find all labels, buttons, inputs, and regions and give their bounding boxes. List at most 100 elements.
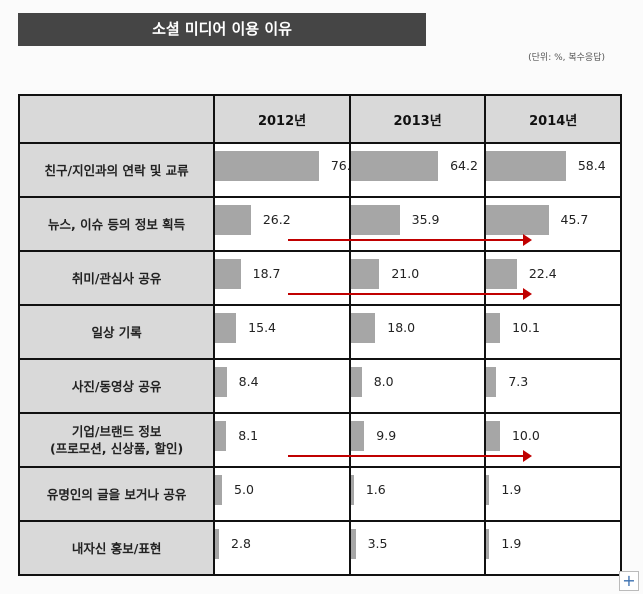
bar <box>215 367 227 397</box>
value-label: 58.4 <box>577 158 606 173</box>
bar <box>486 475 490 505</box>
value-cell: 10.1 <box>484 304 622 360</box>
row-label: 사진/동영상 공유 <box>17 358 216 414</box>
value-label: 18.7 <box>252 266 281 281</box>
table-row: 유명인의 글을 보거나 공유 5.0 1.6 1.9 <box>17 466 622 522</box>
value-label: 1.9 <box>501 482 522 497</box>
value-cell: 3.5 <box>348 520 487 576</box>
bar <box>215 421 227 451</box>
bar <box>215 529 220 559</box>
value-label: 1.9 <box>501 536 522 551</box>
table-row: 일상 기록 15.4 18.0 10.1 <box>17 304 622 360</box>
value-cell: 8.4 <box>213 358 351 414</box>
value-cell: 45.7 <box>484 196 622 252</box>
bar <box>215 151 319 181</box>
bar <box>350 421 365 451</box>
bar <box>350 529 356 559</box>
value-cell: 35.9 <box>348 196 487 252</box>
value-cell: 1.9 <box>484 466 622 522</box>
value-label: 7.3 <box>508 374 529 389</box>
value-label: 2.8 <box>231 536 251 551</box>
table-row: 뉴스, 이슈 등의 정보 획득 26.2 35.9 45.7 <box>17 196 622 252</box>
bar <box>350 367 362 397</box>
column-header: 2013년 <box>348 94 487 144</box>
value-label: 21.0 <box>391 266 420 281</box>
value-label: 35.9 <box>411 212 440 227</box>
column-header: 2012년 <box>213 94 351 144</box>
value-cell: 8.1 <box>213 412 351 468</box>
table-row: 기업/브랜드 정보 (프로모션, 신상품, 할인) 8.1 9.9 10.0 <box>17 412 622 468</box>
value-label: 1.6 <box>365 482 386 497</box>
value-cell: 18.7 <box>213 250 351 306</box>
row-label: 일상 기록 <box>17 304 216 360</box>
value-label: 10.0 <box>511 428 540 443</box>
trend-arrow <box>288 288 532 300</box>
value-cell: 64.2 <box>348 142 487 198</box>
value-cell: 1.6 <box>348 466 487 522</box>
table-row: 내자신 홍보/표현 2.8 3.5 1.9 <box>17 520 622 576</box>
value-cell: 5.0 <box>213 466 351 522</box>
row-label: 유명인의 글을 보거나 공유 <box>17 466 216 522</box>
value-label: 10.1 <box>512 320 540 335</box>
header-row: 2012년 2013년 2014년 <box>17 94 622 144</box>
expand-button[interactable]: + <box>619 571 639 591</box>
corner-cell <box>17 94 216 144</box>
bar <box>215 313 237 343</box>
trend-arrow <box>288 450 532 462</box>
value-label: 18.0 <box>387 320 416 335</box>
value-cell: 58.4 <box>484 142 622 198</box>
value-cell: 21.0 <box>348 250 487 306</box>
value-label: 26.2 <box>262 212 291 227</box>
bar <box>350 151 439 181</box>
value-label: 15.4 <box>248 320 277 335</box>
bar <box>350 475 354 505</box>
bar <box>350 259 380 289</box>
value-label: 8.0 <box>373 374 394 389</box>
value-label: 5.0 <box>234 482 254 497</box>
value-cell: 18.0 <box>348 304 487 360</box>
bar <box>486 259 517 289</box>
value-label: 64.2 <box>450 158 478 173</box>
bar <box>215 205 251 235</box>
row-label: 뉴스, 이슈 등의 정보 획득 <box>17 196 216 252</box>
unit-note: (단위: %, 복수응답) <box>528 53 605 63</box>
table-row: 취미/관심사 공유 18.7 21.0 22.4 <box>17 250 622 306</box>
table-row: 친구/지인과의 연락 및 교류 76.2 64.2 58.4 <box>17 142 622 198</box>
bar <box>486 529 490 559</box>
value-label: 8.1 <box>238 428 259 443</box>
value-cell: 26.2 <box>213 196 351 252</box>
row-label: 내자신 홍보/표현 <box>17 520 216 576</box>
bar <box>486 421 500 451</box>
bar <box>486 205 549 235</box>
value-cell: 15.4 <box>213 304 351 360</box>
value-cell: 1.9 <box>484 520 622 576</box>
value-cell: 10.0 <box>484 412 622 468</box>
bar <box>350 313 376 343</box>
column-header: 2014년 <box>484 94 622 144</box>
value-label: 8.4 <box>238 374 259 389</box>
value-cell: 22.4 <box>484 250 622 306</box>
bar <box>215 259 241 289</box>
value-cell: 2.8 <box>213 520 351 576</box>
bar <box>486 151 566 181</box>
row-label: 친구/지인과의 연락 및 교류 <box>17 142 216 198</box>
table-row: 사진/동영상 공유 8.4 8.0 7.3 <box>17 358 622 414</box>
value-label: 3.5 <box>367 536 388 551</box>
chart-title: 소셜 미디어 이용 이유 <box>18 13 426 46</box>
trend-arrow <box>288 234 532 246</box>
bar <box>486 313 501 343</box>
value-label: 22.4 <box>528 266 557 281</box>
value-cell: 7.3 <box>484 358 622 414</box>
value-label: 45.7 <box>560 212 589 227</box>
row-label: 취미/관심사 공유 <box>17 250 216 306</box>
row-label: 기업/브랜드 정보 (프로모션, 신상품, 할인) <box>17 412 216 468</box>
value-label: 9.9 <box>376 428 397 443</box>
bar <box>486 367 497 397</box>
value-cell: 76.2 <box>213 142 359 198</box>
value-cell: 9.9 <box>348 412 487 468</box>
bar <box>350 205 400 235</box>
value-cell: 8.0 <box>348 358 487 414</box>
bar <box>215 475 223 505</box>
data-table: 2012년 2013년 2014년 친구/지인과의 연락 및 교류 76.2 64.2 5… <box>17 94 622 576</box>
